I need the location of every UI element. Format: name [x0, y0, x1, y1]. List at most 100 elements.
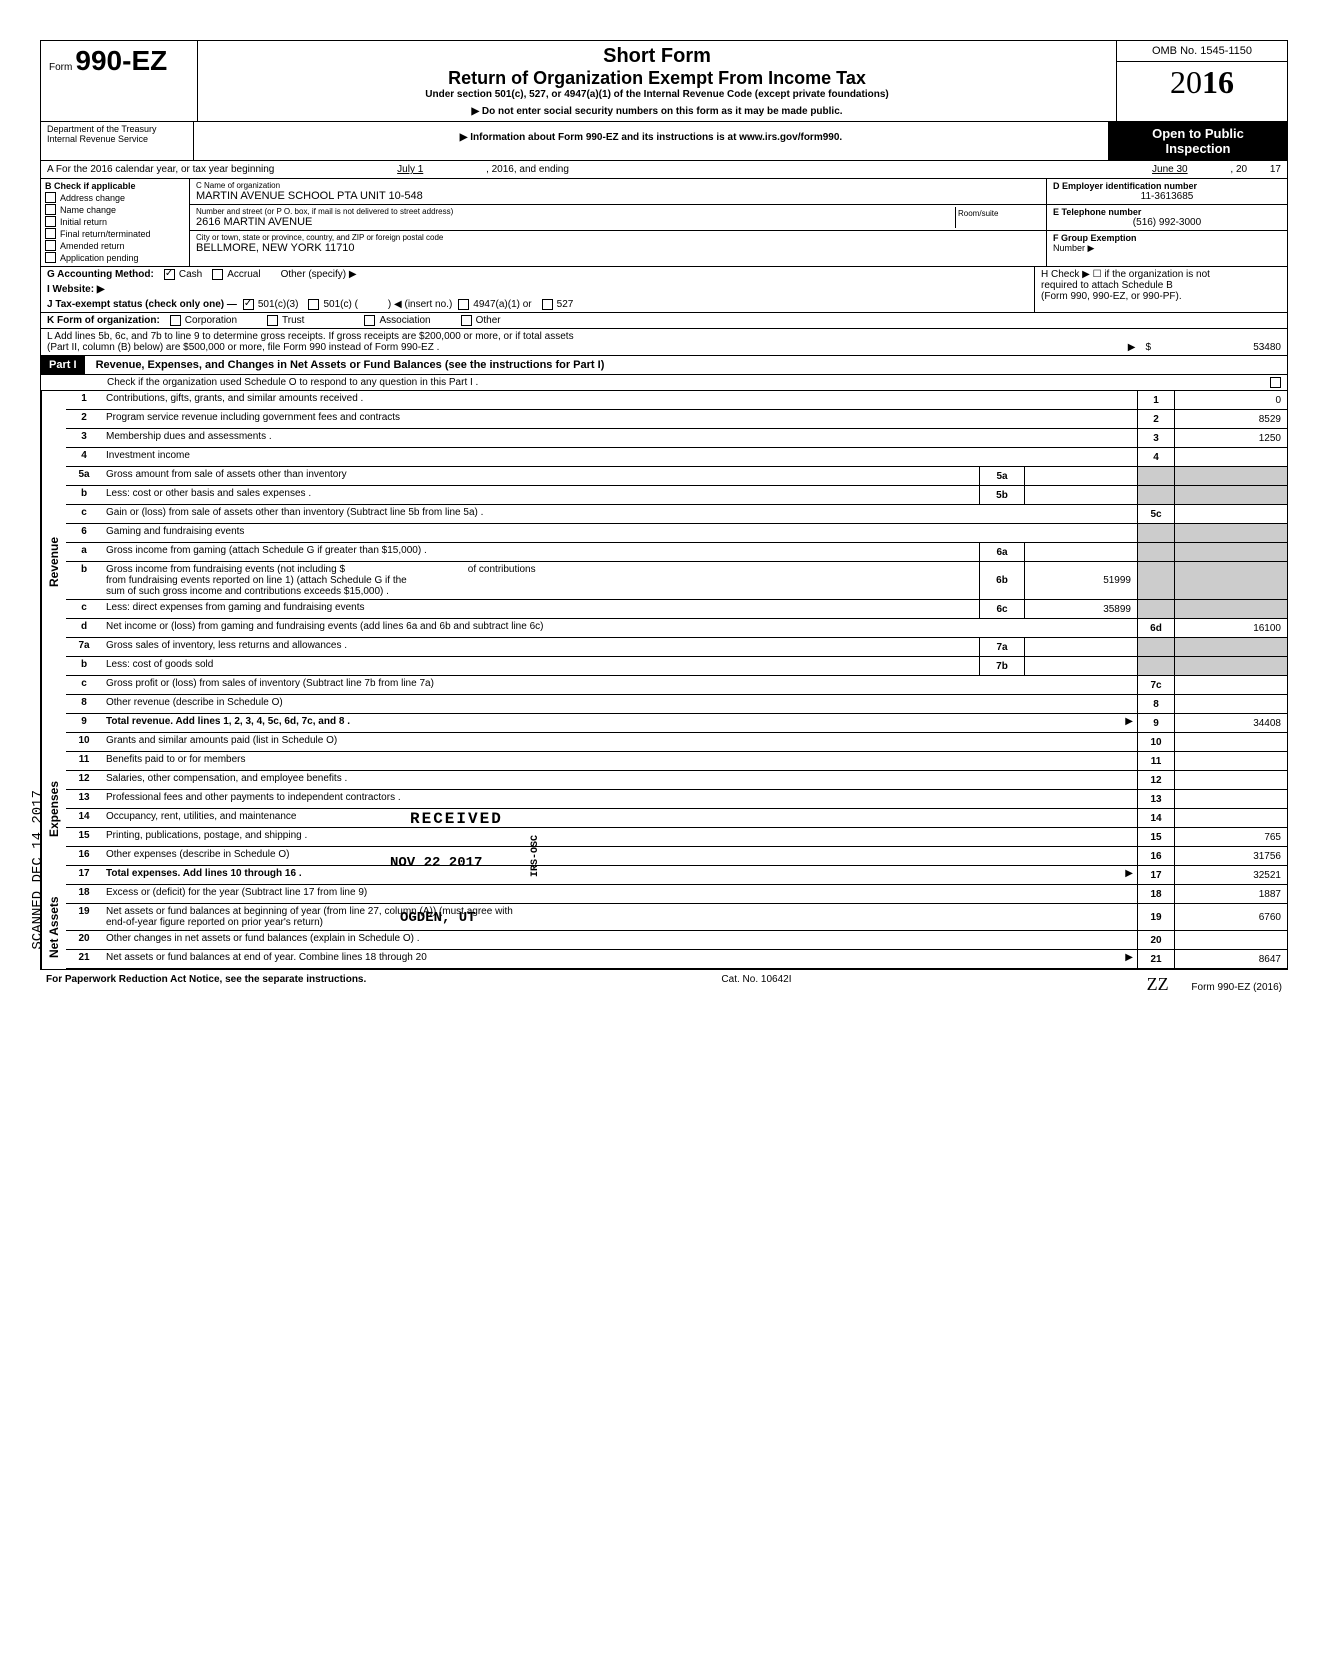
ln: 21 [66, 950, 102, 968]
sb: 6a [979, 543, 1024, 561]
corp-label: Corporation [185, 315, 237, 326]
line-6c: c Less: direct expenses from gaming and … [66, 600, 1287, 619]
part1-title: Revenue, Expenses, and Changes in Net As… [96, 359, 605, 371]
rv [1174, 771, 1287, 789]
cb-501c3[interactable] [243, 299, 254, 310]
d2: of contributions [468, 564, 536, 575]
line-14: 14 Occupancy, rent, utilities, and maint… [66, 809, 1287, 828]
cb-accrual[interactable] [212, 269, 223, 280]
d3: from fundraising events reported on line… [106, 575, 407, 586]
cb-amended-return[interactable]: Amended return [45, 240, 185, 251]
line-l-amount: 53480 [1161, 342, 1281, 353]
rv: 765 [1174, 828, 1287, 846]
rv: 34408 [1174, 714, 1287, 732]
cb-initial-return[interactable]: Initial return [45, 216, 185, 227]
tax-year: 2016 [1117, 62, 1287, 103]
footer-left: For Paperwork Reduction Act Notice, see … [46, 974, 366, 995]
rn: 13 [1137, 790, 1174, 808]
row-a-year-label: , 20 [1230, 164, 1247, 175]
rv: 1887 [1174, 885, 1287, 903]
ld: Gross amount from sale of assets other t… [102, 467, 979, 485]
rv: 1250 [1174, 429, 1287, 447]
rv [1174, 733, 1287, 751]
cb-527[interactable] [542, 299, 553, 310]
line-10: 10 Grants and similar amounts paid (list… [66, 733, 1287, 752]
row-a-label: A For the 2016 calendar year, or tax yea… [47, 164, 274, 175]
form-label: Form [49, 62, 72, 73]
cb-label: Address change [60, 193, 125, 203]
part1-label: Part I [41, 356, 85, 374]
line-12: 12 Salaries, other compensation, and emp… [66, 771, 1287, 790]
ln: 3 [66, 429, 102, 447]
ogden-stamp: OGDEN, UT [400, 910, 476, 926]
sv [1024, 543, 1137, 561]
cash-label: Cash [179, 269, 202, 280]
cb-address-change[interactable]: Address change [45, 192, 185, 203]
sv [1024, 638, 1137, 656]
arrow-line-1: ▶ Do not enter social security numbers o… [206, 106, 1108, 117]
arrow-line-2: ▶ Information about Form 990-EZ and its … [202, 132, 1100, 143]
cb-501c[interactable] [308, 299, 319, 310]
group-label: F Group Exemption [1053, 233, 1281, 243]
cb-cash[interactable] [164, 269, 175, 280]
ln: b [66, 486, 102, 504]
line-h-1: H Check ▶ ☐ if the organization is not [1041, 269, 1281, 280]
rn: 17 [1137, 866, 1174, 884]
cb-assoc[interactable] [364, 315, 375, 326]
cb-label: Final return/terminated [60, 229, 151, 239]
line-l-2: (Part II, column (B) below) are $500,000… [47, 342, 1128, 353]
ln: 2 [66, 410, 102, 428]
city-label: City or town, state or province, country… [196, 233, 1040, 242]
part1-check-row: Check if the organization used Schedule … [41, 375, 1287, 391]
footer: For Paperwork Reduction Act Notice, see … [40, 970, 1288, 999]
omb-number: OMB No. 1545-1150 [1117, 41, 1287, 62]
line-5c: c Gain or (loss) from sale of assets oth… [66, 505, 1287, 524]
rv [1174, 638, 1287, 656]
rv [1174, 809, 1287, 827]
rn [1137, 524, 1174, 542]
cb-trust[interactable] [267, 315, 278, 326]
ln: b [66, 657, 102, 675]
ld: Less: cost or other basis and sales expe… [102, 486, 979, 504]
ld: Other expenses (describe in Schedule O) [102, 847, 1137, 865]
ld: Gross profit or (loss) from sales of inv… [102, 676, 1137, 694]
open-public-2: Inspection [1113, 141, 1283, 156]
ld: Printing, publications, postage, and shi… [102, 828, 1137, 846]
rn: 10 [1137, 733, 1174, 751]
row-a-end: June 30 [1152, 164, 1188, 175]
cb-application-pending[interactable]: Application pending [45, 252, 185, 263]
year-prefix: 20 [1170, 64, 1202, 100]
ld: Total revenue. Add lines 1, 2, 3, 4, 5c,… [102, 714, 1137, 732]
rv [1174, 543, 1287, 561]
col-b: B Check if applicable Address change Nam… [41, 179, 190, 266]
rv [1174, 505, 1287, 523]
cb-name-change[interactable]: Name change [45, 204, 185, 215]
rv: 32521 [1174, 866, 1287, 884]
cb-corp[interactable] [170, 315, 181, 326]
cb-final-return[interactable]: Final return/terminated [45, 228, 185, 239]
line-17: 17 Total expenses. Add lines 10 through … [66, 866, 1287, 885]
ln: 19 [66, 904, 102, 930]
cb-label: Initial return [60, 217, 107, 227]
cb-schedule-o[interactable] [1270, 377, 1281, 388]
ld: Occupancy, rent, utilities, and maintena… [102, 809, 1137, 827]
sb: 5a [979, 467, 1024, 485]
rv [1174, 752, 1287, 770]
ln: 1 [66, 391, 102, 409]
short-form-title: Short Form [206, 45, 1108, 68]
rn: 11 [1137, 752, 1174, 770]
group-number: Number ▶ [1053, 243, 1281, 254]
ln: 16 [66, 847, 102, 865]
cb-other-k[interactable] [461, 315, 472, 326]
rn: 16 [1137, 847, 1174, 865]
ln: 11 [66, 752, 102, 770]
ln: 6 [66, 524, 102, 542]
line-16: 16 Other expenses (describe in Schedule … [66, 847, 1287, 866]
rv [1174, 695, 1287, 713]
cb-4947[interactable] [458, 299, 469, 310]
part1-check-text: Check if the organization used Schedule … [107, 377, 478, 388]
rn: 21 [1137, 950, 1174, 968]
rv [1174, 448, 1287, 466]
line-11: 11 Benefits paid to or for members 11 [66, 752, 1287, 771]
title-box: Short Form Return of Organization Exempt… [198, 41, 1116, 121]
